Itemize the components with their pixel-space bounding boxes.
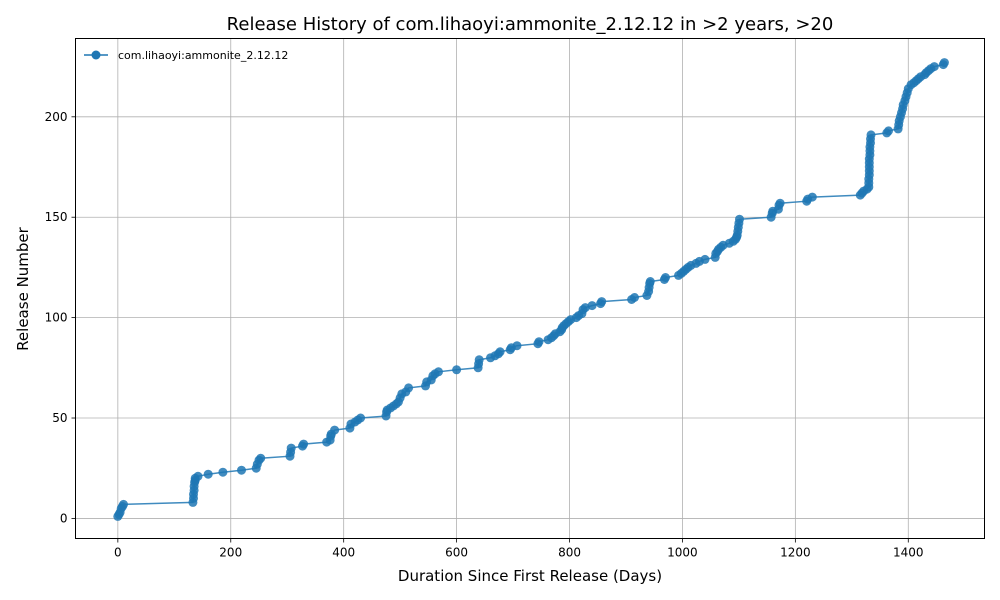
- data-point: [203, 469, 213, 479]
- data-point: [700, 254, 710, 264]
- x-tick-label: 400: [332, 546, 355, 560]
- axes: 0 200 400 600 800 1000 1200 1400 0 50 100 150 200: [45, 110, 924, 560]
- x-axis-label: Duration Since First Release (Days): [398, 567, 662, 585]
- data-point: [939, 58, 949, 68]
- data-point: [193, 471, 203, 481]
- data-point: [884, 126, 893, 136]
- data-point: [218, 467, 228, 477]
- y-tick-label: 100: [45, 311, 68, 325]
- data-point: [866, 130, 876, 140]
- data-point: [495, 347, 505, 357]
- chart-title: Release History of com.lihaoyi:ammonite_…: [227, 14, 834, 35]
- data-point: [356, 413, 366, 423]
- legend: com.lihaoyi:ammonite_2.12.12: [84, 49, 288, 62]
- data-point: [237, 465, 246, 475]
- plot-frame: [75, 38, 985, 539]
- x-tick-label: 1400: [893, 546, 924, 560]
- data-point: [119, 499, 128, 509]
- data-point: [534, 337, 544, 347]
- data-point: [587, 301, 597, 311]
- data-point: [929, 62, 939, 72]
- data-point: [330, 425, 340, 435]
- x-tick-label: 800: [558, 546, 581, 560]
- data-point: [434, 367, 443, 377]
- data-point: [452, 365, 462, 375]
- data-point: [735, 214, 744, 224]
- data-point: [580, 303, 590, 313]
- x-tick-label: 0: [114, 546, 122, 560]
- data-point: [661, 273, 670, 282]
- legend-label: com.lihaoyi:ammonite_2.12.12: [118, 49, 288, 62]
- y-tick-label: 50: [52, 411, 67, 425]
- series-line: [117, 62, 946, 517]
- data-point: [404, 383, 414, 393]
- y-tick-label: 150: [45, 210, 68, 224]
- data-point: [512, 341, 522, 351]
- y-tick-label: 0: [60, 511, 68, 525]
- data-point: [299, 439, 309, 449]
- x-tick-label: 1000: [667, 546, 698, 560]
- x-tick-label: 1200: [780, 546, 811, 560]
- data-point: [775, 198, 785, 208]
- series-layer: [113, 58, 949, 521]
- data-point: [630, 293, 639, 302]
- data-point: [474, 355, 484, 365]
- y-tick-label: 200: [45, 110, 68, 124]
- data-point: [645, 277, 655, 286]
- data-point: [286, 443, 296, 453]
- data-point: [597, 297, 607, 307]
- data-point: [256, 453, 266, 463]
- grid-lines: [75, 38, 985, 539]
- data-point: [807, 192, 817, 202]
- x-tick-label: 200: [219, 546, 242, 560]
- x-tick-label: 600: [445, 546, 468, 560]
- legend-marker: [91, 50, 101, 60]
- y-axis-label: Release Number: [14, 226, 32, 350]
